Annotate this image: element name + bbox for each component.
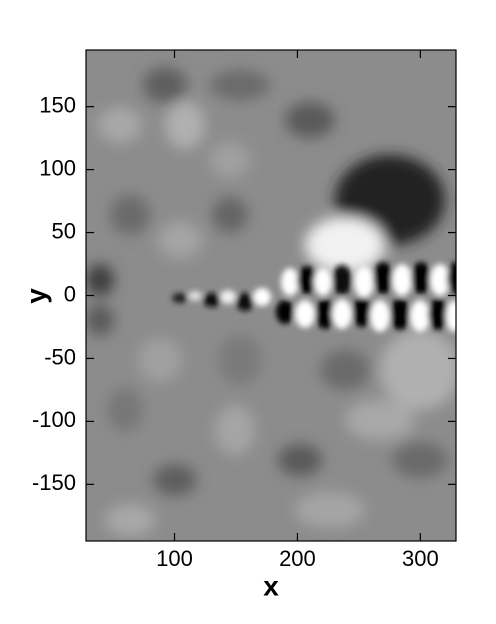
x-tick-label: 200 — [279, 546, 316, 571]
y-tick-label: 50 — [52, 218, 76, 243]
y-tick-label: 150 — [39, 92, 76, 117]
x-axis-title: x — [263, 570, 279, 601]
y-tick-label: -100 — [32, 407, 76, 432]
y-tick-label: 100 — [39, 155, 76, 180]
y-tick-label: 0 — [64, 281, 76, 306]
y-tick-label: -150 — [32, 470, 76, 495]
y-axis-title: y — [20, 288, 51, 304]
x-tick-label: 300 — [402, 546, 439, 571]
contour-field — [86, 50, 456, 541]
y-tick-label: -50 — [44, 344, 76, 369]
x-tick-label: 100 — [156, 546, 193, 571]
